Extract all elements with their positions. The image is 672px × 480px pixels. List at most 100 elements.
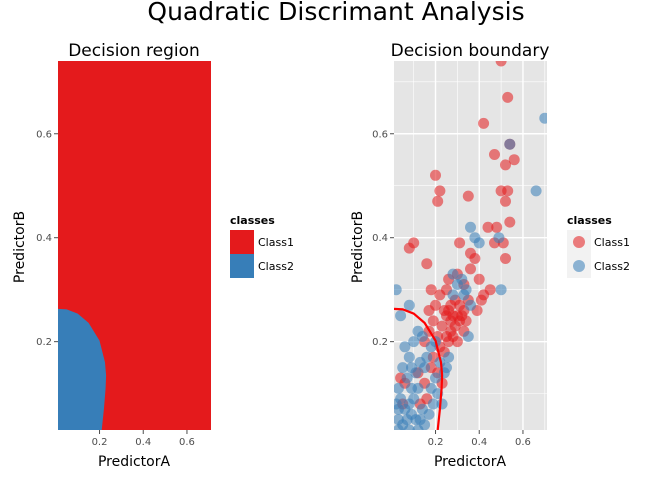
point-class2	[456, 273, 468, 285]
point-class2	[447, 289, 459, 301]
point-class1	[454, 237, 466, 249]
point-class1	[502, 185, 514, 197]
legend-label-class2: Class2	[594, 260, 630, 273]
decision-region-x-label: PredictorA	[98, 454, 171, 470]
point-class1	[478, 117, 490, 129]
point-class2	[493, 232, 505, 244]
point-class2	[447, 268, 459, 280]
point-class2	[397, 362, 409, 374]
point-class2	[421, 351, 433, 363]
legend-marker-class2	[573, 260, 585, 272]
legend-swatch-class2	[230, 254, 254, 278]
point-class2	[465, 299, 476, 311]
decision-region-x-tick-label: 0.2	[92, 437, 108, 448]
point-class2	[458, 289, 470, 301]
point-class1	[491, 221, 503, 233]
point-class1	[504, 216, 516, 228]
point-class1	[403, 242, 415, 254]
point-class2	[403, 351, 415, 363]
point-class2	[410, 367, 422, 379]
legend-label-class2: Class2	[258, 260, 294, 273]
point-class2	[427, 398, 439, 410]
point-class1	[462, 190, 474, 202]
main-title: Quadratic Discrimant Analysis	[147, 0, 524, 26]
legend-title: classes	[230, 214, 275, 227]
decision-region-panel: Decision region 0.2 0.4 0.6 0.2 0.4 0.6 Pred…	[12, 41, 294, 470]
point-class1	[434, 185, 446, 197]
legend-marker-class1	[573, 236, 585, 248]
point-class1	[427, 315, 439, 327]
point-class2	[416, 331, 428, 342]
point-class1	[502, 91, 514, 103]
decision-boundary-x-tick-label: 0.4	[471, 437, 487, 448]
point-class2	[473, 237, 485, 249]
point-class2	[395, 310, 407, 322]
scatter-points	[394, 61, 547, 430]
point-class2	[441, 362, 452, 374]
point-class2	[394, 403, 404, 415]
point-class2	[408, 336, 420, 348]
decision-boundary-y-label: PredictorB	[350, 211, 366, 283]
legend-title: classes	[567, 214, 612, 227]
decision-boundary-y-tick-label: 0.4	[372, 233, 388, 244]
decision-region-y-tick-label: 0.4	[36, 233, 52, 244]
point-class2	[465, 221, 476, 233]
point-class2	[403, 424, 415, 430]
decision-region-title: Decision region	[68, 41, 200, 61]
decision-region-legend: classes Class1 Class2	[230, 214, 294, 278]
point-class2	[430, 372, 441, 384]
point-class1	[475, 294, 487, 306]
point-class2	[394, 424, 404, 430]
point-class1	[425, 284, 437, 296]
point-class2	[530, 185, 542, 197]
decision-boundary-legend: classes Class1 Class2	[567, 214, 630, 278]
point-class1	[460, 315, 472, 327]
point-class1	[430, 169, 441, 181]
point-class1	[436, 320, 448, 332]
decision-region-y-tick-label: 0.6	[36, 129, 52, 140]
point-class2	[412, 424, 424, 430]
decision-region-x-tick-label: 0.6	[179, 437, 195, 448]
point-class2	[394, 284, 402, 296]
decision-boundary-curve	[394, 307, 444, 430]
point-class2	[539, 112, 547, 124]
point-class1	[482, 221, 494, 233]
point-class1	[465, 263, 476, 275]
point-class2	[406, 382, 417, 394]
point-class1	[421, 258, 433, 270]
point-class2	[401, 372, 413, 384]
class2-region	[58, 308, 107, 430]
point-class2	[443, 351, 455, 363]
point-class2	[436, 398, 448, 410]
point-class2	[394, 382, 404, 394]
point-class2	[504, 138, 516, 150]
decision-boundary-y-tick-label: 0.2	[372, 337, 388, 348]
point-class1	[489, 149, 500, 160]
point-class1	[423, 305, 435, 316]
point-class2	[399, 341, 411, 353]
point-class1	[508, 154, 520, 166]
point-class1	[441, 331, 452, 342]
decision-boundary-x-tick-label: 0.2	[428, 437, 444, 448]
legend-swatch-class1	[230, 230, 254, 254]
point-class1	[495, 61, 507, 67]
decision-boundary-panel: Decision boundary 0.2 0.4 0.6 0.2 0.4 0.6 Pr…	[350, 41, 630, 470]
point-class1	[432, 195, 444, 207]
point-class1	[451, 336, 463, 348]
legend-label-class1: Class1	[258, 236, 294, 249]
legend-label-class1: Class1	[594, 236, 630, 249]
point-class2	[419, 362, 431, 374]
point-class1	[500, 195, 511, 207]
point-class2	[495, 284, 507, 296]
point-class1	[465, 247, 476, 259]
decision-boundary-y-tick-label: 0.6	[372, 129, 388, 140]
point-class2	[403, 299, 415, 311]
point-class2	[416, 403, 428, 415]
decision-region-x-tick-label: 0.4	[135, 437, 151, 448]
point-class1	[500, 253, 511, 264]
point-class2	[462, 331, 474, 342]
decision-region-y-label: PredictorB	[12, 211, 28, 283]
decision-boundary-x-tick-label: 0.6	[515, 437, 531, 448]
decision-region-y-tick-label: 0.2	[36, 337, 52, 348]
